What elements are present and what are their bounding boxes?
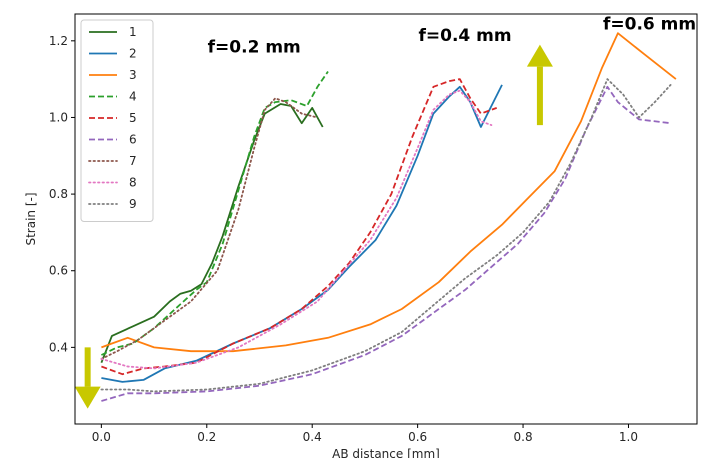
x-tick-label: 0.6 [408, 430, 427, 444]
y-tick-label: 0.4 [49, 340, 68, 354]
series-layer [100, 32, 677, 402]
x-tick-label: 0.8 [514, 430, 533, 444]
series-line-7 [100, 97, 319, 360]
legend-label-5: 5 [129, 111, 137, 125]
legend-label-4: 4 [129, 90, 137, 104]
y-tick-label: 0.6 [49, 264, 68, 278]
series-line-3 [101, 32, 677, 353]
legend-label-7: 7 [129, 154, 137, 168]
annotations-layer: f=0.2 mm f=0.4 mm f=0.6 mm [208, 14, 696, 57]
annotation-label: f=0.2 mm [208, 37, 301, 57]
y-tick-label: 0.8 [49, 187, 68, 201]
series-line-5 [101, 78, 498, 376]
annotation-label: f=0.4 mm [419, 26, 512, 46]
legend-label-8: 8 [129, 176, 137, 190]
legend-label-6: 6 [129, 133, 137, 147]
series-line-6 [101, 85, 671, 402]
x-axis-label: AB distance [mm] [332, 447, 440, 458]
x-tick-label: 1.0 [619, 430, 638, 444]
arrow-down-icon [74, 347, 101, 409]
legend-label-9: 9 [129, 197, 137, 211]
axes-frame [74, 13, 698, 425]
legend-label-3: 3 [129, 68, 137, 82]
x-tick-label: 0.2 [197, 430, 216, 444]
ticks-layer: 0.0 0.2 0.4 0.6 0.8 1.0 0.4 0.6 0.8 1.0 1.2 [49, 34, 638, 444]
legend: 1 2 3 4 5 6 7 8 9 [80, 19, 154, 222]
series-line-4 [101, 70, 329, 356]
arrow-up-icon [526, 44, 553, 126]
series-line-9 [100, 78, 672, 393]
y-tick-label: 1.2 [49, 34, 68, 48]
y-tick-label: 1.0 [49, 110, 68, 124]
legend-label-2: 2 [129, 47, 137, 61]
series-line-8 [100, 89, 493, 370]
x-tick-label: 0.4 [303, 430, 322, 444]
legend-box [80, 19, 154, 222]
series-line-2 [101, 84, 503, 383]
series-line-1 [100, 103, 324, 364]
legend-label-1: 1 [129, 25, 137, 39]
x-tick-label: 0.0 [92, 430, 111, 444]
arrows-layer [74, 44, 553, 409]
annotation-label: f=0.6 mm [603, 14, 696, 34]
y-axis-label: Strain [-] [24, 192, 38, 245]
